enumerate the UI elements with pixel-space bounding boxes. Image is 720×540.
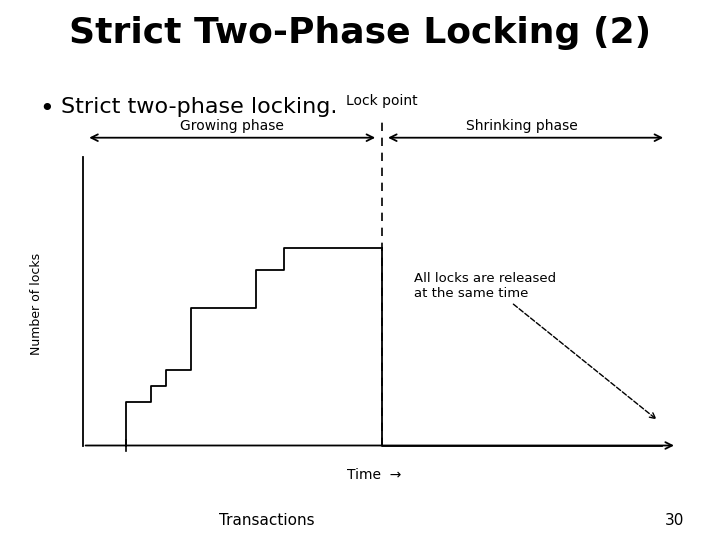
Text: Strict two-phase locking.: Strict two-phase locking. bbox=[61, 97, 338, 117]
Text: Transactions: Transactions bbox=[219, 513, 314, 528]
Text: All locks are released
at the same time: All locks are released at the same time bbox=[414, 272, 556, 300]
Text: •: • bbox=[40, 97, 54, 121]
Text: Lock point: Lock point bbox=[346, 94, 418, 108]
Text: Growing phase: Growing phase bbox=[180, 119, 284, 133]
Text: Strict Two-Phase Locking (2): Strict Two-Phase Locking (2) bbox=[69, 16, 651, 50]
Text: 30: 30 bbox=[665, 513, 684, 528]
Text: Time  →: Time → bbox=[347, 468, 402, 482]
Text: Shrinking phase: Shrinking phase bbox=[466, 119, 578, 133]
Text: Number of locks: Number of locks bbox=[30, 253, 42, 355]
